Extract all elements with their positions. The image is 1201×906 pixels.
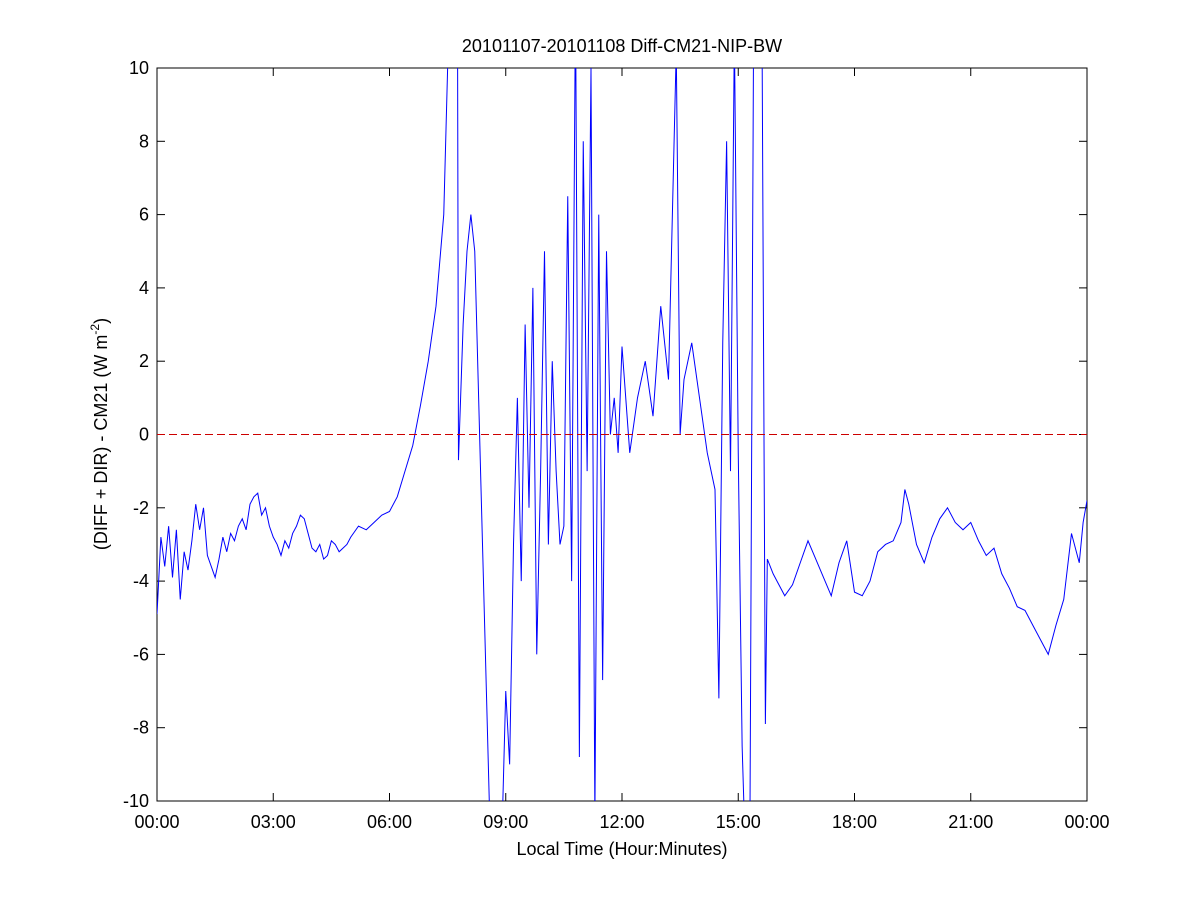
y-tick-label: -6 [133,644,149,664]
x-tick-label: 12:00 [599,812,644,832]
data-line [157,68,1087,801]
y-label-end: ) [91,318,111,324]
y-tick-label: -10 [123,791,149,811]
y-axis-label: (DIFF + DIR) - CM21 (W m-2) [88,318,111,550]
y-tick-label: 0 [139,425,149,445]
y-label-superscript: -2 [88,324,102,335]
x-tick-label: 00:00 [134,812,179,832]
plot-clip [157,68,1087,801]
x-tick-label: 18:00 [832,812,877,832]
y-tick-label: -2 [133,498,149,518]
y-tick-label: -8 [133,718,149,738]
x-tick-label: 15:00 [716,812,761,832]
y-tick-label: 10 [129,58,149,78]
x-tick-label: 00:00 [1064,812,1109,832]
y-tick-label: 2 [139,351,149,371]
x-tick-label: 21:00 [948,812,993,832]
x-tick-label: 06:00 [367,812,412,832]
y-tick-label: 8 [139,131,149,151]
x-axis-label: Local Time (Hour:Minutes) [516,839,727,859]
y-tick-label: 4 [139,278,149,298]
x-tick-label: 03:00 [251,812,296,832]
chart-title: 20101107-20101108 Diff-CM21-NIP-BW [462,36,782,56]
x-tick-label: 09:00 [483,812,528,832]
y-tick-label: 6 [139,205,149,225]
y-tick-label: -4 [133,571,149,591]
y-label-text: (DIFF + DIR) - CM21 (W m [91,335,111,550]
